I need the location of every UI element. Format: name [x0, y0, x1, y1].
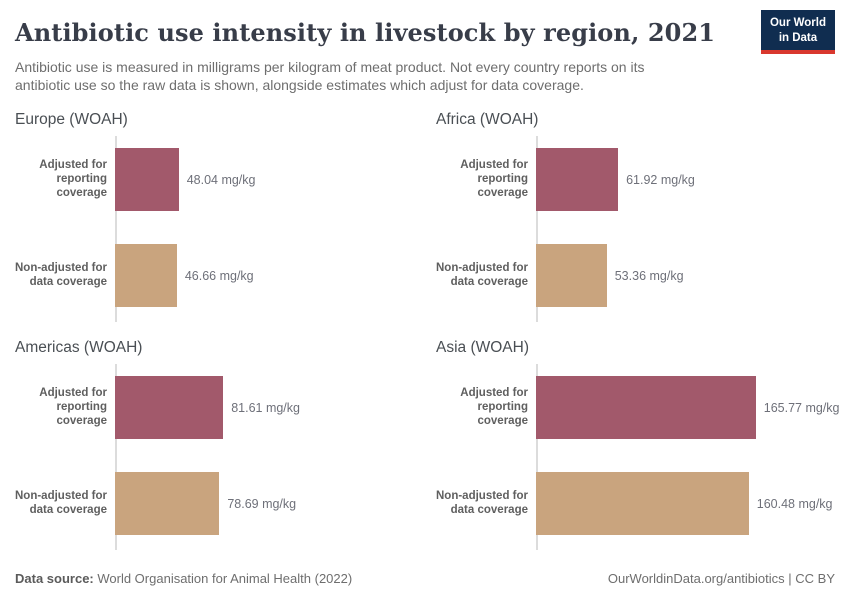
facet-chart: Adjusted for reporting coverage 48.04 mg/…	[15, 136, 414, 323]
facet-panel-2: Americas (WOAH) Adjusted for reporting co…	[15, 339, 414, 551]
category-label-line1: Non-adjusted for	[15, 490, 107, 503]
category-label-line1: Adjusted for	[39, 159, 107, 172]
category-label-line2: data coverage	[29, 275, 107, 288]
category-label-line1: Adjusted for	[460, 387, 528, 400]
facet-title: Americas (WOAH)	[15, 339, 143, 357]
category-label-line2: reporting coverage	[477, 172, 528, 199]
category-label-line2: data coverage	[450, 503, 528, 516]
category-label-line2: data coverage	[450, 275, 528, 288]
bar-adjusted	[115, 148, 179, 212]
value-label: 81.61 mg/kg	[231, 400, 300, 415]
bar-row: Adjusted for reporting coverage 165.77 mg…	[436, 376, 840, 440]
bar-row: Non-adjusted for data coverage 160.48 mg/…	[436, 472, 835, 536]
owid-logo-line2: in Data	[778, 31, 818, 44]
category-label-line1: Non-adjusted for	[15, 262, 107, 275]
chart-footer: Data source: World Organisation for Anim…	[15, 571, 835, 586]
bar-non-adjusted	[115, 244, 177, 308]
bar-area: 46.66 mg/kg	[115, 244, 414, 308]
category-label-line2: reporting coverage	[56, 172, 107, 199]
value-label: 78.69 mg/kg	[227, 496, 297, 511]
bar-row: Adjusted for reporting coverage 61.92 mg/…	[436, 148, 835, 212]
bar-area: 48.04 mg/kg	[115, 148, 414, 212]
category-label: Adjusted for reporting coverage	[15, 159, 115, 200]
category-label: Non-adjusted for data coverage	[15, 262, 115, 290]
category-label: Adjusted for reporting coverage	[15, 387, 115, 428]
bar-adjusted	[536, 376, 756, 440]
value-label: 53.36 mg/kg	[614, 268, 684, 283]
owid-logo: Our World in Data	[760, 10, 835, 54]
bar-area: 160.48 mg/kg	[536, 472, 835, 536]
facet-title: Asia (WOAH)	[436, 339, 529, 357]
bar-row: Adjusted for reporting coverage 48.04 mg/…	[15, 148, 414, 212]
value-label: 160.48 mg/kg	[756, 496, 833, 511]
facet-chart: Adjusted for reporting coverage 61.92 mg/…	[436, 136, 835, 323]
bar-area: 53.36 mg/kg	[536, 244, 835, 308]
category-label: Non-adjusted for data coverage	[15, 490, 115, 518]
bar-adjusted	[115, 376, 224, 440]
bar-row: Non-adjusted for data coverage 53.36 mg/k…	[436, 244, 835, 308]
facet-panel-1: Africa (WOAH) Adjusted for reporting cove…	[436, 111, 835, 323]
license-link-text: OurWorldinData.org/antibiotics | CC BY	[607, 571, 835, 586]
facet-panel-0: Europe (WOAH) Adjusted for reporting cove…	[15, 111, 414, 323]
category-label-line1: Non-adjusted for	[436, 490, 528, 503]
value-label: 165.77 mg/kg	[763, 400, 840, 415]
bar-area: 61.92 mg/kg	[536, 148, 835, 212]
bar-area: 165.77 mg/kg	[536, 376, 840, 440]
facet-grid: Europe (WOAH) Adjusted for reporting cove…	[15, 111, 840, 551]
bar-non-adjusted	[536, 244, 607, 308]
facet-chart: Adjusted for reporting coverage 81.61 mg/…	[15, 364, 414, 551]
category-label-line1: Adjusted for	[460, 159, 528, 172]
facet-panel-3: Asia (WOAH) Adjusted for reporting covera…	[436, 339, 840, 551]
bar-area: 81.61 mg/kg	[115, 376, 414, 440]
category-label: Non-adjusted for data coverage	[436, 490, 536, 518]
bar-non-adjusted	[115, 472, 220, 536]
value-label: 48.04 mg/kg	[186, 172, 256, 187]
bar-non-adjusted	[536, 472, 749, 536]
facet-title: Africa (WOAH)	[436, 111, 539, 129]
owid-logo-line1: Our World	[769, 17, 826, 29]
data-source: Data source: World Organisation for Anim…	[15, 571, 352, 586]
category-label: Non-adjusted for data coverage	[436, 262, 536, 290]
data-source-label: Data source:	[15, 571, 94, 586]
bar-area: 78.69 mg/kg	[115, 472, 414, 536]
facet-title: Europe (WOAH)	[15, 111, 128, 129]
category-label: Adjusted for reporting coverage	[436, 159, 536, 200]
bar-adjusted	[536, 148, 619, 212]
category-label: Adjusted for reporting coverage	[436, 387, 536, 428]
value-label: 46.66 mg/kg	[184, 268, 254, 283]
data-source-text: World Organisation for Animal Health (20…	[93, 571, 353, 586]
category-label-line1: Adjusted for	[39, 387, 107, 400]
category-label-line2: data coverage	[29, 503, 107, 516]
chart-title: Antibiotic use intensity in livestock by…	[15, 18, 716, 47]
category-label-line1: Non-adjusted for	[436, 262, 528, 275]
category-label-line2: reporting coverage	[477, 400, 528, 427]
value-label: 61.92 mg/kg	[626, 172, 695, 187]
bar-row: Adjusted for reporting coverage 81.61 mg/…	[15, 376, 414, 440]
chart-subtitle: Antibiotic use is measured in milligrams…	[15, 59, 645, 94]
bar-row: Non-adjusted for data coverage 46.66 mg/k…	[15, 244, 414, 308]
category-label-line2: reporting coverage	[56, 400, 107, 427]
bar-row: Non-adjusted for data coverage 78.69 mg/k…	[15, 472, 414, 536]
facet-chart: Adjusted for reporting coverage 165.77 mg…	[436, 364, 840, 551]
